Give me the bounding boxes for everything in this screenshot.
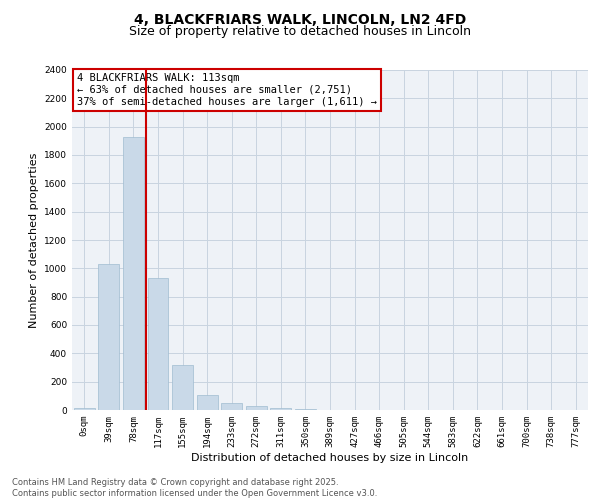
Bar <box>172 366 193 410</box>
Y-axis label: Number of detached properties: Number of detached properties <box>29 152 38 328</box>
Text: Contains HM Land Registry data © Crown copyright and database right 2025.
Contai: Contains HM Land Registry data © Crown c… <box>12 478 377 498</box>
Text: Size of property relative to detached houses in Lincoln: Size of property relative to detached ho… <box>129 25 471 38</box>
Bar <box>271 408 292 410</box>
Bar <box>74 408 95 410</box>
Bar <box>246 406 267 410</box>
Bar <box>197 395 218 410</box>
X-axis label: Distribution of detached houses by size in Lincoln: Distribution of detached houses by size … <box>191 452 469 462</box>
Bar <box>123 136 144 410</box>
Bar <box>221 403 242 410</box>
Bar <box>148 278 169 410</box>
Text: 4 BLACKFRIARS WALK: 113sqm
← 63% of detached houses are smaller (2,751)
37% of s: 4 BLACKFRIARS WALK: 113sqm ← 63% of deta… <box>77 74 377 106</box>
Text: 4, BLACKFRIARS WALK, LINCOLN, LN2 4FD: 4, BLACKFRIARS WALK, LINCOLN, LN2 4FD <box>134 12 466 26</box>
Bar <box>98 264 119 410</box>
